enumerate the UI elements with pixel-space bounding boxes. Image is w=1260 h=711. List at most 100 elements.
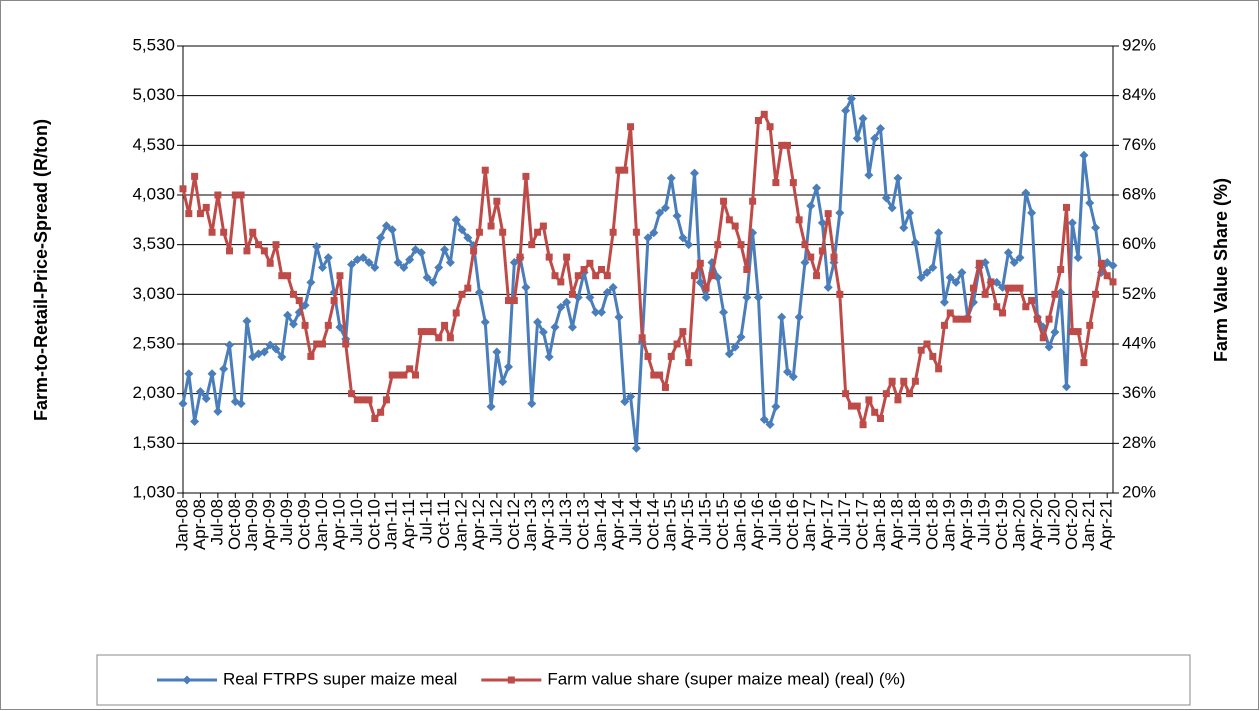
data-point xyxy=(713,272,723,282)
data-point xyxy=(563,253,571,261)
data-point xyxy=(528,241,536,249)
data-point xyxy=(631,443,641,453)
x-tick-label: Jan-13 xyxy=(521,499,540,551)
data-point xyxy=(695,277,705,287)
data-point xyxy=(271,344,281,354)
x-tick-label: Jan-19 xyxy=(940,499,959,551)
x-tick-label: Oct-08 xyxy=(225,499,244,550)
data-point xyxy=(416,248,426,258)
data-point xyxy=(788,372,798,382)
data-point xyxy=(899,223,909,233)
data-point xyxy=(440,245,450,255)
data-point xyxy=(1044,342,1054,352)
data-point xyxy=(388,371,396,379)
x-tick-label: Jul-12 xyxy=(486,499,505,545)
data-point xyxy=(400,371,408,379)
data-point xyxy=(451,215,461,225)
data-point xyxy=(1056,287,1066,297)
data-point xyxy=(993,303,1001,311)
data-point xyxy=(807,253,815,261)
data-point xyxy=(598,266,605,273)
data-point xyxy=(557,278,565,286)
data-point xyxy=(359,396,367,404)
y-axis-title: Farm-to-Retail-Price-Spread (R/ton) xyxy=(31,119,51,421)
data-point xyxy=(463,233,473,243)
data-point xyxy=(434,263,444,273)
y2-tick-label: 68% xyxy=(1122,184,1156,203)
data-point xyxy=(417,328,425,336)
x-tick-label: Jul-08 xyxy=(207,499,226,545)
data-point xyxy=(602,287,612,297)
data-point xyxy=(1039,334,1047,342)
data-point xyxy=(202,203,210,211)
data-point xyxy=(568,290,576,298)
data-point xyxy=(1108,261,1118,271)
data-point xyxy=(319,340,326,348)
data-point xyxy=(312,242,322,252)
x-tick-label: Jul-17 xyxy=(835,499,854,545)
data-point xyxy=(701,292,711,302)
data-point xyxy=(708,272,716,280)
data-point xyxy=(1003,248,1013,258)
data-point xyxy=(486,402,496,412)
data-point xyxy=(626,392,636,402)
data-point xyxy=(255,241,263,249)
data-point xyxy=(516,253,524,261)
data-point xyxy=(987,278,995,286)
data-point xyxy=(719,307,729,317)
data-point xyxy=(207,369,217,379)
data-point xyxy=(580,266,588,273)
data-point xyxy=(952,315,960,323)
data-point xyxy=(800,258,810,268)
data-point xyxy=(928,263,938,273)
data-point xyxy=(412,371,419,379)
data-point xyxy=(1057,266,1065,273)
data-point xyxy=(772,179,780,187)
data-point xyxy=(737,241,745,249)
data-point xyxy=(660,203,670,213)
data-point xyxy=(673,340,681,348)
data-point xyxy=(1022,303,1030,311)
data-point xyxy=(812,183,822,193)
data-point xyxy=(196,210,204,218)
data-point xyxy=(534,228,542,236)
x-tick-label: Oct-13 xyxy=(574,499,593,550)
data-point xyxy=(562,297,572,307)
data-point xyxy=(441,321,449,329)
data-point xyxy=(538,327,548,337)
data-point xyxy=(499,228,507,236)
data-point xyxy=(544,352,554,362)
data-point xyxy=(592,272,600,280)
data-point xyxy=(428,277,438,287)
legend-box xyxy=(96,654,1191,706)
y2-tick-label: 20% xyxy=(1122,482,1156,501)
y-tick-label: 4,030 xyxy=(132,184,175,203)
x-tick-label: Jul-13 xyxy=(556,499,575,545)
data-point xyxy=(981,290,989,298)
data-point xyxy=(614,312,624,322)
data-point xyxy=(1050,327,1060,337)
data-point xyxy=(323,253,333,263)
data-point xyxy=(906,390,914,398)
data-point xyxy=(573,292,583,302)
data-point xyxy=(481,166,489,174)
data-point xyxy=(1073,253,1083,263)
data-point xyxy=(888,377,896,385)
data-point xyxy=(1103,272,1111,280)
x-tick-label: Oct-19 xyxy=(992,499,1011,550)
data-point xyxy=(493,197,501,205)
data-point xyxy=(243,247,251,255)
x-tick-label: Apr-09 xyxy=(260,499,279,550)
data-point xyxy=(306,277,316,287)
x-tick-label: Oct-16 xyxy=(783,499,802,550)
data-point xyxy=(265,340,275,350)
data-point xyxy=(778,141,786,149)
data-point xyxy=(295,297,303,305)
data-point xyxy=(894,396,902,404)
data-point xyxy=(999,309,1007,317)
data-point xyxy=(910,238,920,248)
data-point xyxy=(539,222,547,230)
data-point xyxy=(672,211,682,221)
data-point xyxy=(836,290,844,298)
data-point xyxy=(348,390,356,398)
